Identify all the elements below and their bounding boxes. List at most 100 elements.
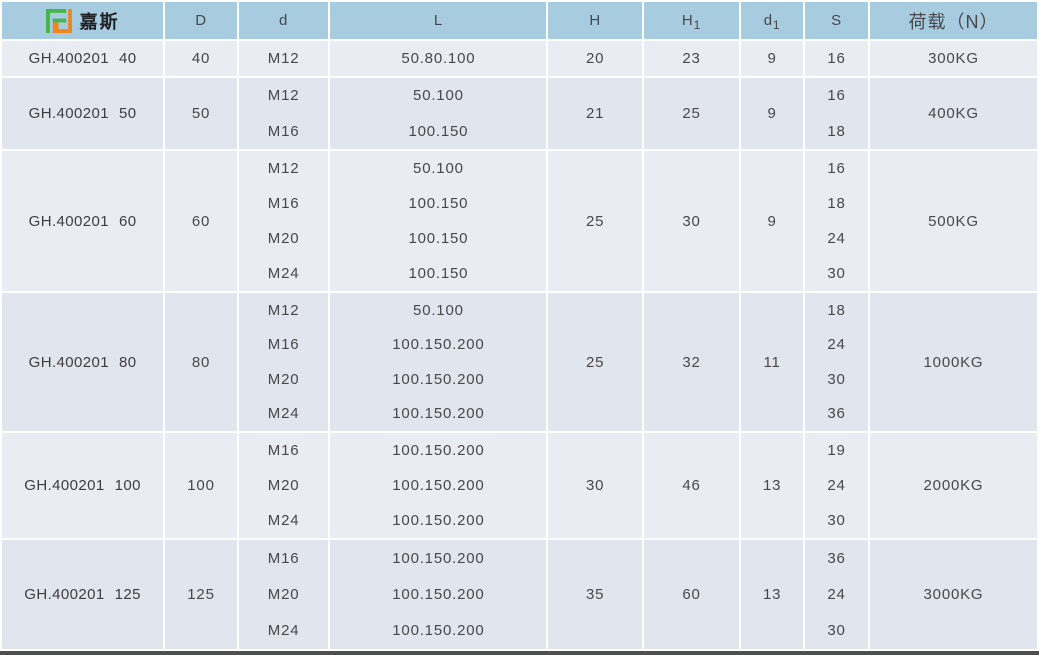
cell-S: 16	[805, 41, 868, 76]
cell-value: 100.150.200	[392, 442, 485, 459]
column-header-L: L	[330, 2, 547, 39]
column-header-S: S	[805, 2, 868, 39]
cell-H: 30	[548, 433, 642, 538]
cell-d: M12 M16 M20 M24	[238, 151, 329, 291]
column-header-H: H	[548, 2, 642, 39]
table-body: GH.400201 40 40 M12 50.80.100 20 23 9 16…	[2, 41, 1037, 649]
cell-L: 100.150.200 100.150.200 100.150.200	[330, 433, 547, 538]
cell-value: 30	[827, 512, 846, 529]
column-header-label: 荷载（N）	[908, 11, 999, 32]
cell-load: 400KG	[869, 78, 1037, 149]
table-row: GH.400201 100 100 M16 M20 M24 100.150.200 1…	[2, 433, 1037, 538]
cell-value: M24	[267, 405, 300, 423]
cell-value: M24	[267, 265, 300, 282]
cell-value: 18	[827, 301, 846, 319]
cell-d1: 9	[741, 151, 804, 291]
column-header-D: D	[165, 2, 237, 39]
cell-value: 18	[827, 122, 846, 140]
cell-value: 36	[827, 405, 846, 423]
cell-D: 80	[165, 293, 237, 431]
cell-S: 19 24 30	[805, 433, 868, 538]
cell-value: 100.150.200	[392, 512, 485, 529]
cell-value: 16	[827, 87, 846, 105]
column-header-label: H	[589, 12, 601, 29]
model-code: GH.400201	[28, 212, 109, 230]
model-size: 40	[118, 50, 137, 67]
table-row: GH.400201 40 40 M12 50.80.100 20 23 9 16…	[2, 41, 1037, 76]
column-header-label: d	[279, 12, 289, 29]
cell-d1: 13	[741, 433, 804, 538]
cell-value: 24	[827, 230, 846, 247]
cell-value: 100.150.200	[392, 549, 485, 567]
cell-value: 100.150.200	[392, 622, 485, 640]
column-header-label: S	[831, 12, 842, 29]
cell-value: 100.150.200	[392, 585, 485, 603]
cell-value: 30	[827, 622, 846, 640]
cell-H: 21	[548, 78, 642, 149]
column-header-label: d	[763, 12, 773, 29]
brand-header-cell: 嘉斯	[2, 2, 164, 39]
model-size: 50	[118, 105, 137, 122]
cell-value: 18	[827, 195, 846, 212]
cell-d: M16 M20 M24	[238, 540, 329, 649]
brand-logo-icon	[45, 8, 72, 33]
cell-value: M12	[267, 87, 300, 105]
cell-value: 100.150.200	[392, 477, 485, 494]
cell-load: 3000KG	[869, 540, 1037, 649]
column-header-subscript: 1	[772, 18, 781, 32]
cell-value: M16	[267, 195, 300, 212]
cell-value: 16	[827, 160, 846, 177]
cell-value: M16	[267, 442, 300, 459]
cell-L: 50.100 100.150	[330, 78, 547, 149]
cell-value: M16	[267, 122, 300, 140]
cell-value: M16	[267, 549, 300, 567]
cell-value: 36	[827, 549, 846, 567]
cell-H: 20	[548, 41, 642, 76]
model-code: GH.400201	[24, 586, 105, 603]
model-cell: GH.400201 40	[2, 41, 164, 76]
cell-d: M12 M16	[238, 78, 329, 149]
cell-value: 100.150	[408, 122, 469, 140]
cell-value: 100.150	[408, 265, 469, 282]
table-row: GH.400201 125 125 M16 M20 M24 100.150.200 1…	[2, 540, 1037, 649]
cell-value: 100.150.200	[392, 405, 485, 423]
cell-value: 100.150.200	[392, 336, 485, 354]
model-cell: GH.400201 80	[2, 293, 164, 431]
cell-value: M24	[267, 622, 300, 640]
column-header-label: H	[681, 12, 694, 29]
cell-value: M20	[267, 477, 300, 494]
cell-value: 24	[827, 477, 846, 494]
cell-S: 18 24 30 36	[805, 293, 868, 431]
cell-value: M12	[267, 160, 300, 177]
cell-value: M20	[267, 585, 300, 603]
cell-value: 50.80.100	[401, 50, 476, 67]
model-code: GH.400201	[28, 50, 109, 67]
model-cell: GH.400201 100	[2, 433, 164, 538]
cell-D: 125	[165, 540, 237, 649]
cell-value: 100.150.200	[392, 370, 485, 388]
cell-d: M12 M16 M20 M24	[238, 293, 329, 431]
cell-value: 19	[827, 442, 846, 459]
cell-load: 300KG	[869, 41, 1037, 76]
cell-value: 100.150	[408, 195, 469, 212]
cell-S: 16 18 24 30	[805, 151, 868, 291]
model-code: GH.400201	[28, 105, 109, 122]
cell-D: 60	[165, 151, 237, 291]
brand-name: 嘉斯	[79, 11, 120, 32]
table-row: GH.400201 80 80 M12 M16 M20 M24 50.100 100.1…	[2, 293, 1037, 431]
column-header-d: d	[238, 2, 329, 39]
cell-value: M24	[267, 512, 300, 529]
cell-L: 50.100 100.150 100.150 100.150	[330, 151, 547, 291]
cell-value: M20	[267, 370, 300, 388]
cell-value: M12	[267, 50, 300, 67]
cell-value: 50.100	[413, 87, 464, 105]
cell-value: 30	[827, 370, 846, 388]
model-size: 60	[118, 212, 137, 230]
cell-load: 1000KG	[869, 293, 1037, 431]
cell-L: 100.150.200 100.150.200 100.150.200	[330, 540, 547, 649]
cell-value: 24	[827, 336, 846, 354]
model-size: 80	[118, 353, 137, 371]
model-code: GH.400201	[24, 477, 105, 494]
cell-D: 40	[165, 41, 237, 76]
